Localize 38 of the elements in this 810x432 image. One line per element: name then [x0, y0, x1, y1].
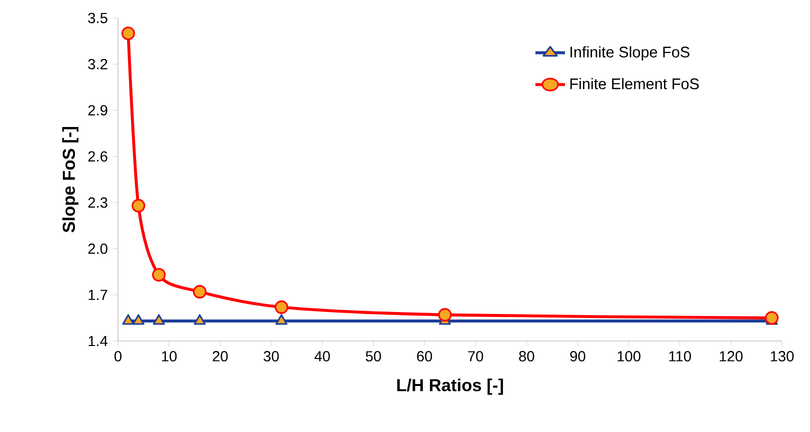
- y-tick-label: 2.9: [88, 105, 108, 116]
- x-tick-label: 0: [114, 351, 122, 362]
- point: [764, 311, 779, 325]
- x-tick-label: 60: [417, 351, 432, 362]
- point: [274, 300, 288, 314]
- x-tick-label: 30: [264, 351, 279, 362]
- point: [121, 26, 136, 40]
- x-tick-label: 120: [720, 351, 743, 362]
- point: [152, 314, 165, 325]
- x-tick-label: 90: [570, 351, 586, 362]
- point: [275, 314, 288, 325]
- x-tick-label: 50: [366, 351, 381, 362]
- x-tick-label: 100: [618, 351, 640, 362]
- y-tick-label: 3.5: [88, 12, 108, 24]
- y-tick-label: 1.7: [88, 290, 108, 300]
- point: [438, 308, 452, 322]
- y-tick-label: 2.6: [88, 151, 108, 162]
- y-tick-label: 1.4: [88, 336, 108, 346]
- y-tick-label: 3.2: [88, 58, 108, 70]
- x-axis-title: L/H Ratios [-]: [397, 378, 503, 395]
- x-tick-label: 10: [162, 351, 177, 362]
- legend-label: Infinite Slope FoS: [570, 46, 690, 60]
- x-tick-label: 70: [468, 351, 484, 362]
- point: [132, 314, 144, 325]
- y-tick-label: 2.3: [88, 197, 108, 208]
- x-tick-label: 20: [212, 351, 228, 362]
- point: [192, 284, 207, 299]
- x-tick-label: 80: [519, 351, 534, 362]
- x-tick-label: 110: [669, 351, 691, 362]
- point: [194, 314, 206, 325]
- legend-label: Finite Element FoS: [570, 78, 699, 90]
- x-tick-label: 130: [770, 351, 794, 362]
- y-axis-title: Slope FoS [-]: [62, 127, 78, 232]
- point: [122, 314, 134, 325]
- point: [132, 198, 146, 212]
- x-tick-label: 40: [314, 351, 330, 362]
- point: [152, 268, 166, 282]
- y-tick-label: 2.0: [88, 244, 108, 254]
